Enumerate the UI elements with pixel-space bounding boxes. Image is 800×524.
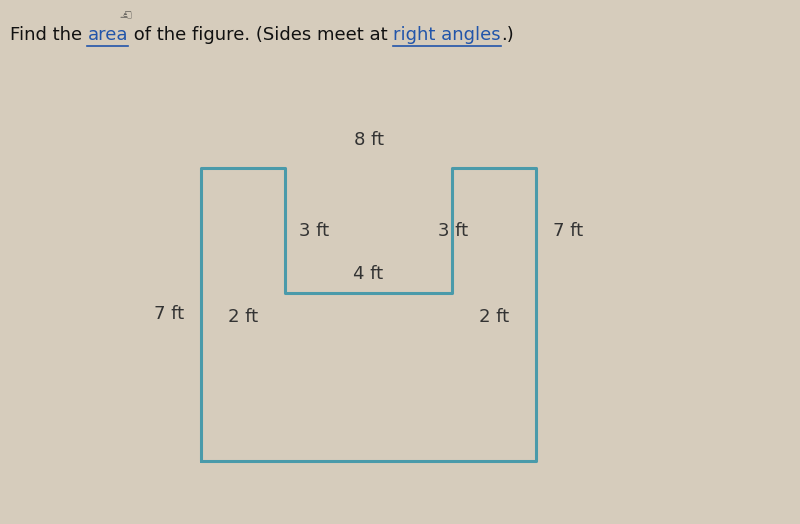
Text: 2 ft: 2 ft xyxy=(479,308,510,326)
Text: 8 ft: 8 ft xyxy=(354,131,383,149)
Text: Find the: Find the xyxy=(10,26,87,43)
Text: 3 ft: 3 ft xyxy=(438,222,468,239)
Text: 2 ft: 2 ft xyxy=(228,308,258,326)
Text: 7 ft: 7 ft xyxy=(553,222,583,239)
Text: of the figure. (Sides meet at: of the figure. (Sides meet at xyxy=(128,26,394,43)
Text: 3 ft: 3 ft xyxy=(299,222,330,239)
Text: .): .) xyxy=(501,26,514,43)
Text: 7 ft: 7 ft xyxy=(154,305,184,323)
Text: right angles: right angles xyxy=(394,26,501,43)
Text: ☞: ☞ xyxy=(117,5,131,20)
Text: 4 ft: 4 ft xyxy=(354,265,384,283)
Text: area: area xyxy=(87,26,128,43)
